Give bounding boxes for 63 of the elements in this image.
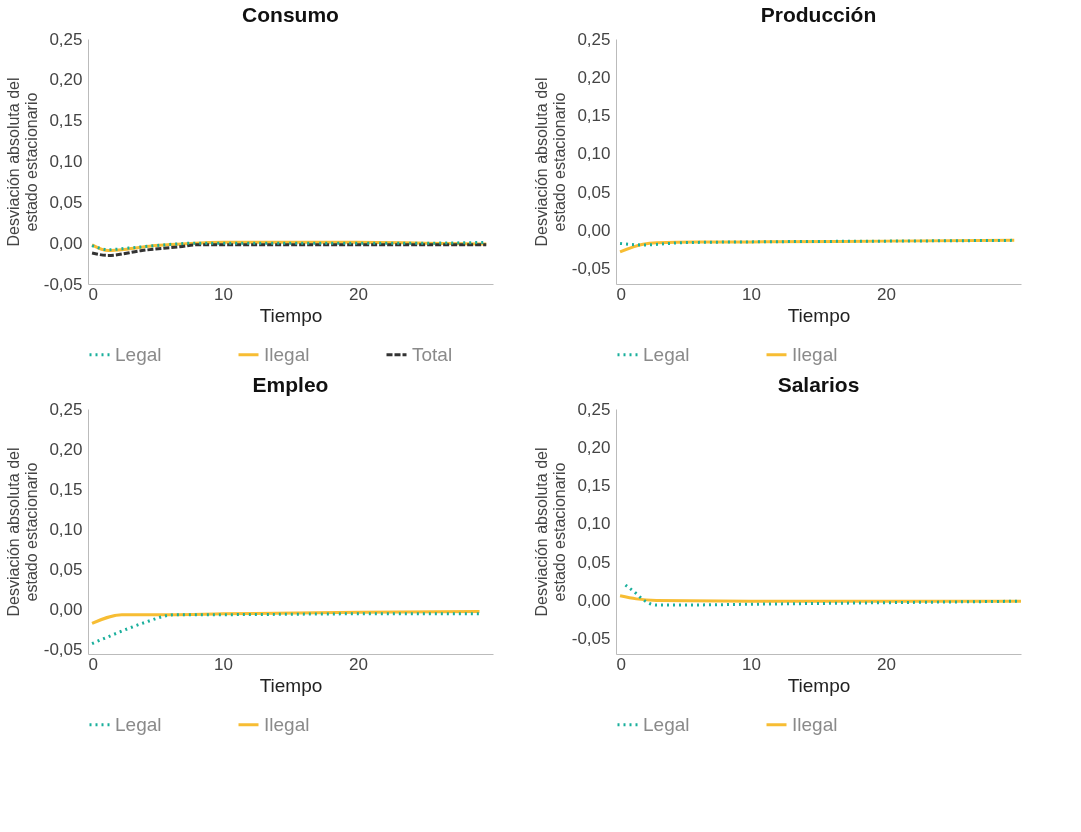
x-axis-title: Tiempo: [259, 304, 323, 326]
chart-title: Producción: [760, 3, 877, 26]
line-series: [90, 612, 481, 646]
x-tick-label: 10: [742, 654, 761, 674]
y-tick-label: 0,15: [577, 476, 611, 496]
y-axis-title: Desviación absoluta del estado estacionario: [4, 447, 40, 617]
y-tick-label: 0,25: [49, 29, 83, 49]
x-tick-label: 10: [742, 284, 761, 304]
y-tick-label: 0,15: [49, 111, 83, 131]
y-tick-label: 0,25: [577, 29, 611, 49]
x-tick-label: 0: [616, 654, 626, 674]
x-tick-label: 20: [349, 654, 368, 674]
y-tick-label: 0,25: [577, 399, 611, 419]
legend-label: Total: [412, 343, 453, 365]
y-tick-label: -0,05: [43, 274, 83, 294]
y-tick-label: -0,05: [571, 259, 611, 279]
x-axis-title: Tiempo: [259, 674, 323, 696]
x-tick-label: 0: [616, 284, 626, 304]
y-tick-label: 0,05: [49, 192, 83, 212]
y-tick-label: 0,05: [49, 560, 83, 580]
x-tick-label: 10: [214, 284, 233, 304]
x-axis-title: Tiempo: [787, 304, 851, 326]
chart-title: Consumo: [242, 3, 339, 26]
x-tick-label: 0: [88, 654, 98, 674]
y-tick-label: 0,00: [49, 600, 83, 620]
y-tick-label: 0,20: [577, 437, 611, 457]
legend-label: Ilegal: [264, 713, 310, 735]
legend-label: Ilegal: [792, 343, 838, 365]
y-tick-label: 0,20: [577, 67, 611, 87]
y-tick-label: 0,10: [49, 519, 83, 539]
x-tick-label: 0: [88, 284, 98, 304]
y-tick-label: 0,10: [577, 144, 611, 164]
y-tick-label: 0,20: [49, 439, 83, 459]
y-tick-label: -0,05: [43, 640, 83, 660]
y-tick-label: 0,20: [49, 70, 83, 90]
y-tick-label: 0,05: [577, 182, 611, 202]
legend-label: Ilegal: [792, 713, 838, 735]
y-tick-label: 0,10: [49, 152, 83, 171]
legend-label: Legal: [115, 343, 162, 365]
x-tick-label: 10: [214, 654, 233, 674]
y-axis-title: Desviación absoluta del estado estacionario: [532, 77, 568, 247]
y-tick-label: -0,05: [571, 629, 611, 649]
x-tick-label: 20: [349, 284, 368, 304]
legend-label: Legal: [643, 343, 690, 365]
y-tick-label: 0,00: [577, 590, 611, 610]
y-axis-title: Desviación absoluta del estado estacionario: [4, 77, 40, 247]
chart-title: Salarios: [777, 373, 860, 396]
y-tick-label: 0,00: [577, 220, 611, 240]
x-tick-label: 20: [877, 654, 896, 674]
x-tick-label: 20: [877, 284, 896, 304]
y-tick-label: 0,05: [577, 552, 611, 572]
y-axis-title: Desviación absoluta del estado estacionario: [532, 447, 568, 617]
chart-title: Empleo: [252, 373, 329, 396]
line-series: [90, 243, 488, 257]
y-tick-label: 0,15: [577, 106, 611, 126]
legend-label: Legal: [115, 713, 162, 735]
y-tick-label: 0,10: [577, 514, 611, 534]
y-tick-label: 0,00: [49, 233, 83, 253]
legend-label: Ilegal: [264, 343, 310, 365]
y-tick-label: 0,25: [49, 399, 83, 419]
legend-label: Legal: [643, 713, 690, 735]
x-axis-title: Tiempo: [787, 674, 851, 696]
y-tick-label: 0,15: [49, 479, 83, 499]
